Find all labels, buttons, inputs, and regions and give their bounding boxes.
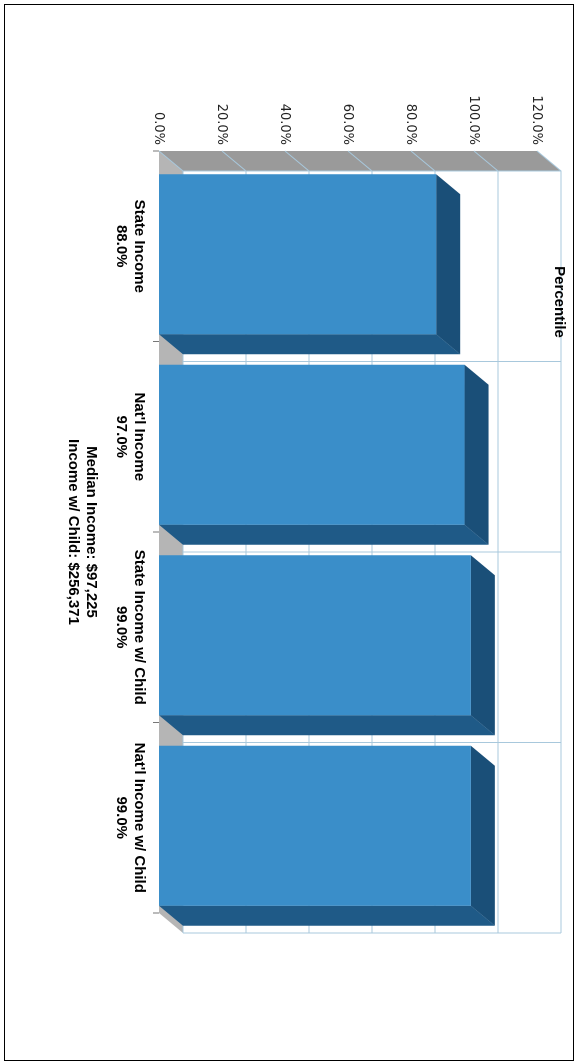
bar-1: [158, 174, 461, 355]
category-label: State Income w/ Child: [131, 550, 148, 705]
bar-top: [470, 745, 495, 926]
bar-3: [158, 555, 495, 736]
bar-front: [159, 364, 465, 525]
category-label: Nat'l Income w/ Child: [131, 743, 148, 893]
category-label: Nat'l Income: [131, 392, 148, 481]
category-value-label: 99.0%: [113, 606, 130, 649]
bar-side: [159, 715, 495, 736]
bar-top: [464, 364, 489, 545]
tick-label: 80.0%: [403, 104, 418, 145]
bars: [158, 174, 495, 926]
chart-frame: 0.0% 20.0% 40.0% 60.0% 80.0% 100.0% 120.0% Sta…: [4, 4, 574, 1061]
chart-title: Percentile: [551, 266, 568, 338]
median-income-note: Median Income: $97,225: [83, 446, 100, 618]
bar-front: [158, 745, 471, 906]
bar-side: [159, 334, 461, 355]
percentile-chart: 0.0% 20.0% 40.0% 60.0% 80.0% 100.0% 120.0% Sta…: [65, 95, 568, 934]
category-value-label: 88.0%: [113, 225, 130, 268]
bar-top: [470, 555, 495, 736]
bar-side: [159, 524, 489, 545]
bar-top: [436, 174, 461, 355]
bar-side: [159, 905, 495, 926]
bar-2: [159, 364, 489, 545]
tick-label: 0.0%: [151, 112, 166, 145]
category-label: State Income: [131, 200, 148, 293]
category-value-label: 97.0%: [113, 415, 130, 458]
bar-4: [158, 745, 495, 926]
tick-label: 120.0%: [529, 95, 544, 145]
tick-label: 40.0%: [277, 104, 292, 145]
tick-label: 100.0%: [466, 95, 481, 145]
tick-labels: 0.0% 20.0% 40.0% 60.0% 80.0% 100.0% 120.0%: [151, 95, 544, 145]
bar-front: [158, 174, 437, 335]
tick-label: 20.0%: [214, 104, 229, 145]
tick-label: 60.0%: [340, 104, 355, 145]
income-child-note: Income w/ Child: $256,371: [65, 439, 82, 625]
category-value-label: 99.0%: [113, 796, 130, 839]
bar-front: [158, 555, 471, 716]
